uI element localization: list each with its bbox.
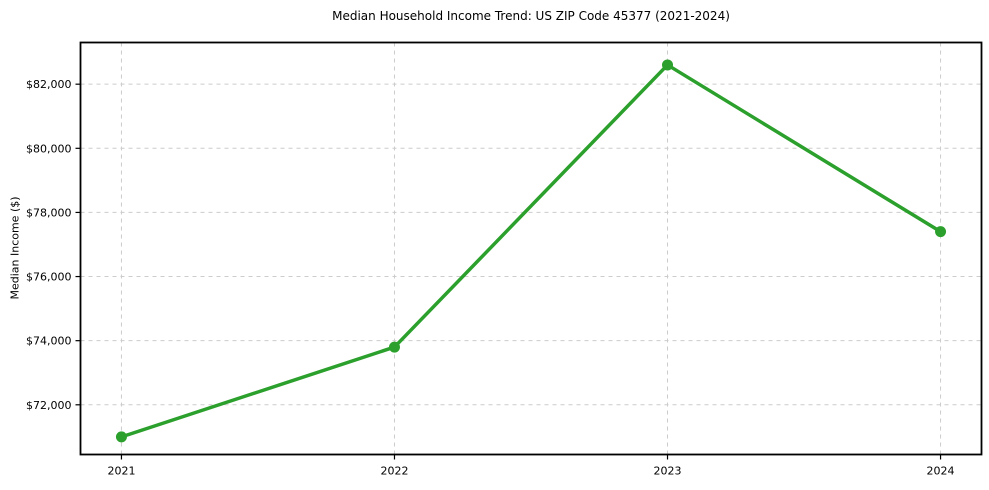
- y-tick-label: $72,000: [26, 399, 72, 412]
- y-tick-label: $82,000: [26, 78, 72, 91]
- trend-line: [119, 63, 943, 439]
- y-tick-label: $78,000: [26, 206, 72, 219]
- chart-title: Median Household Income Trend: US ZIP Co…: [332, 9, 730, 23]
- x-tick-label: 2024: [927, 465, 955, 478]
- data-point: [662, 59, 674, 71]
- data-point: [388, 341, 400, 353]
- x-tick-label: 2023: [654, 465, 682, 478]
- data-point: [115, 431, 127, 443]
- x-tick-label: 2021: [107, 465, 135, 478]
- y-tick-label: $76,000: [26, 271, 72, 284]
- data-point: [935, 226, 947, 238]
- y-tick-label: $74,000: [26, 335, 72, 348]
- x-tick-label: 2022: [380, 465, 408, 478]
- y-tick-label: $80,000: [26, 142, 72, 155]
- plot-border: [79, 41, 983, 456]
